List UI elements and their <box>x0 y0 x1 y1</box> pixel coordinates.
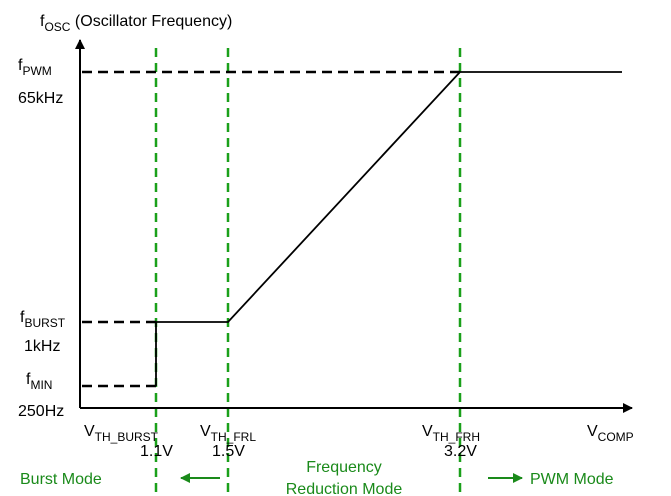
mode-label: Reduction Mode <box>286 481 403 496</box>
level-value: 65kHz <box>18 90 63 107</box>
x-axis-title: VCOMP <box>587 423 634 444</box>
threshold-label: VTH_FRL <box>200 423 256 444</box>
level-label: fPWM <box>18 57 52 78</box>
level-label: fMIN <box>26 371 52 392</box>
level-value: 250Hz <box>18 403 64 420</box>
level-value: 1kHz <box>24 338 60 355</box>
threshold-value: 1.5V <box>212 443 245 460</box>
threshold-value: 1.1V <box>140 443 173 460</box>
frequency-curve <box>155 71 622 386</box>
mode-label: Frequency <box>306 459 382 476</box>
y-axis-title: fOSC (Oscillator Frequency) <box>40 13 232 34</box>
mode-label: PWM Mode <box>530 471 614 488</box>
threshold-label: VTH_FRH <box>422 423 480 444</box>
level-label: fBURST <box>20 309 66 330</box>
threshold-label: VTH_BURST <box>84 423 159 444</box>
threshold-value: 3.2V <box>444 443 477 460</box>
mode-label: Burst Mode <box>20 471 102 488</box>
